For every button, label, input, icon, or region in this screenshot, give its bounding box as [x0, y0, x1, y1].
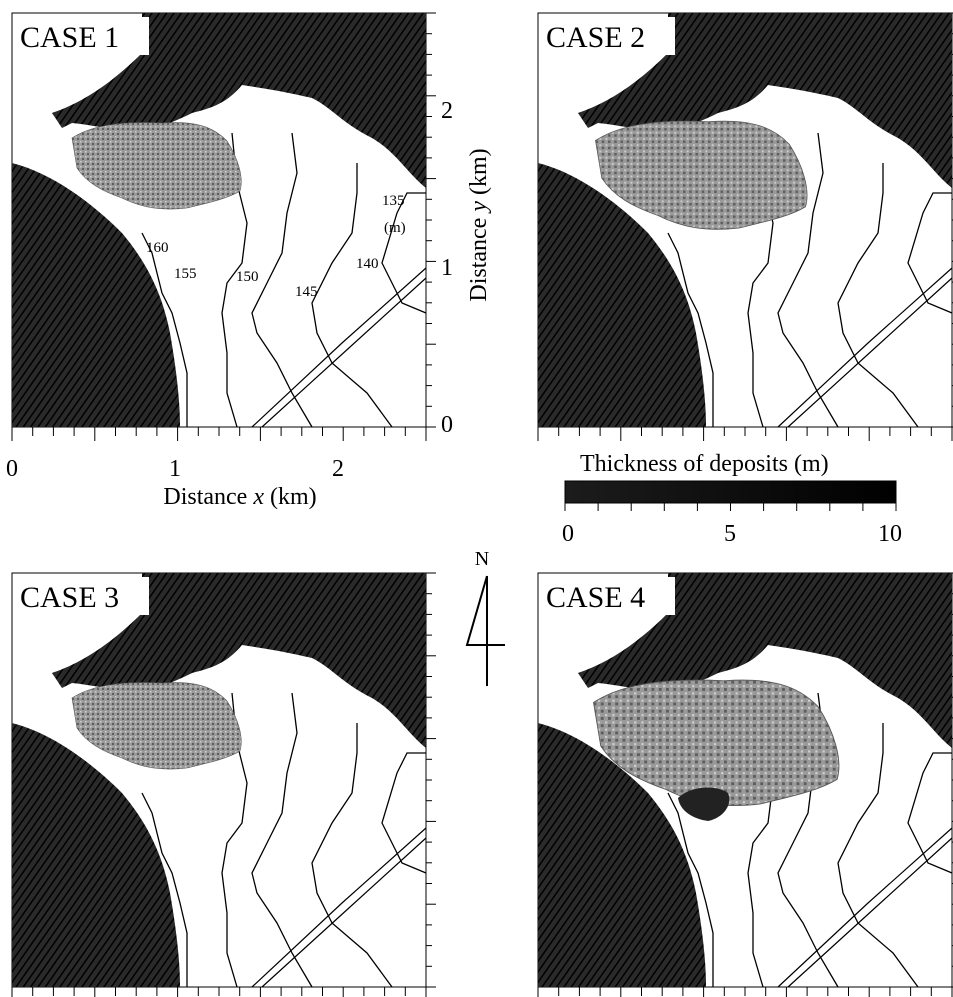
- x-axis: 0 1 2 Distance x (km): [6, 456, 344, 510]
- contour-label-140: 140: [356, 256, 379, 272]
- panel-case3: CASE 3: [11, 572, 436, 997]
- case-label-box: [541, 17, 675, 55]
- case-label-box: [15, 17, 149, 55]
- panel-case2: CASE 2: [537, 12, 953, 441]
- contour-line-3: [837, 163, 919, 428]
- case-label-box: [15, 577, 149, 615]
- contour-line-0: [667, 792, 714, 987]
- y-tick-label-1: 1: [441, 255, 453, 281]
- colorbar-tick-5: 5: [724, 521, 736, 547]
- deposit-area: [595, 120, 808, 230]
- deposit-area: [71, 682, 242, 770]
- y-tick-label-0: 0: [441, 412, 453, 438]
- contour-line-0: [141, 792, 188, 987]
- contour-line-3: [311, 163, 393, 428]
- x-tick-label-0: 0: [6, 456, 18, 482]
- contour-label-145: 145: [295, 284, 318, 300]
- panels: CASE 1 CASE 2 CASE 3 CASE 4: [11, 12, 953, 997]
- x-tick-label-2: 2: [332, 456, 344, 482]
- contour-line-0: [141, 232, 188, 427]
- y-tick-label-2: 2: [441, 98, 453, 124]
- case-label-text: CASE 2: [546, 21, 645, 54]
- north-arrow: N: [465, 548, 505, 686]
- panel-case4: CASE 4: [537, 572, 953, 997]
- contour-line-2: [251, 132, 313, 428]
- contour-label-160: 160: [146, 240, 169, 256]
- contour-line-2: [251, 692, 313, 988]
- contour-line-3: [837, 723, 919, 988]
- contour-line-4: [907, 752, 953, 874]
- contour-line-4: [381, 752, 427, 874]
- contour-label-135: 135: [382, 193, 405, 209]
- terrain-north: [578, 13, 952, 188]
- contour-label-150: 150: [236, 269, 259, 285]
- deposit-area: [71, 122, 242, 210]
- contour-line-4: [381, 192, 427, 314]
- terrain-southwest: [538, 723, 706, 987]
- contour-line-3: [311, 723, 393, 988]
- contour-label-155: 155: [174, 266, 197, 282]
- contour-line-0: [667, 232, 714, 427]
- contour-line-1: [221, 692, 248, 988]
- contour-line-1: [221, 132, 248, 428]
- deposit-patch: [71, 682, 242, 770]
- channel-line: [251, 267, 427, 428]
- north-label: N: [475, 548, 489, 570]
- case-label-text: CASE 3: [20, 581, 119, 614]
- contour-line-4: [907, 192, 953, 314]
- channel-line: [777, 267, 953, 428]
- colorbar-tick-0: 0: [562, 521, 574, 547]
- deposit-patch: [595, 120, 808, 230]
- channel-line: [251, 827, 427, 988]
- x-tick-label-1: 1: [169, 456, 181, 482]
- case-label: CASE 3: [15, 577, 149, 615]
- case-label: CASE 1: [15, 17, 149, 55]
- case-label-text: CASE 1: [20, 21, 119, 54]
- x-axis-title: Distance x (km): [163, 484, 316, 510]
- terrain-north: [578, 573, 952, 748]
- deposit-area: [593, 679, 840, 806]
- colorbar-ticks: [564, 503, 897, 511]
- contour-label-unit: (m): [384, 220, 406, 236]
- terrain-north: [52, 573, 426, 748]
- contour-line-2: [777, 132, 839, 428]
- case-label-box: [541, 577, 675, 615]
- y-axis-title: Distance y (km): [466, 148, 492, 301]
- panel-case1: CASE 1: [11, 12, 436, 441]
- terrain-north: [52, 13, 426, 188]
- case-label-text: CASE 4: [546, 581, 645, 614]
- channel-line: [777, 827, 953, 988]
- case-label: CASE 4: [541, 577, 675, 615]
- deposit-thick-zone: [678, 787, 730, 821]
- colorbar: Thickness of deposits (m) 0 5 10: [562, 451, 902, 547]
- contour-labels: 160 155 150 145 140 135 (m): [146, 193, 406, 300]
- colorbar-tick-10: 10: [878, 521, 902, 547]
- y-axis: 0 1 2 Distance y (km): [441, 98, 492, 438]
- north-arrow-icon: [465, 575, 505, 686]
- deposit-patch: [71, 122, 242, 210]
- terrain-southwest: [538, 163, 706, 427]
- terrain-southwest: [12, 163, 180, 427]
- case-label: CASE 2: [541, 17, 675, 55]
- deposit-patch: [593, 679, 840, 806]
- colorbar-bar: [564, 480, 897, 504]
- terrain-southwest: [12, 723, 180, 987]
- colorbar-title: Thickness of deposits (m): [580, 451, 829, 477]
